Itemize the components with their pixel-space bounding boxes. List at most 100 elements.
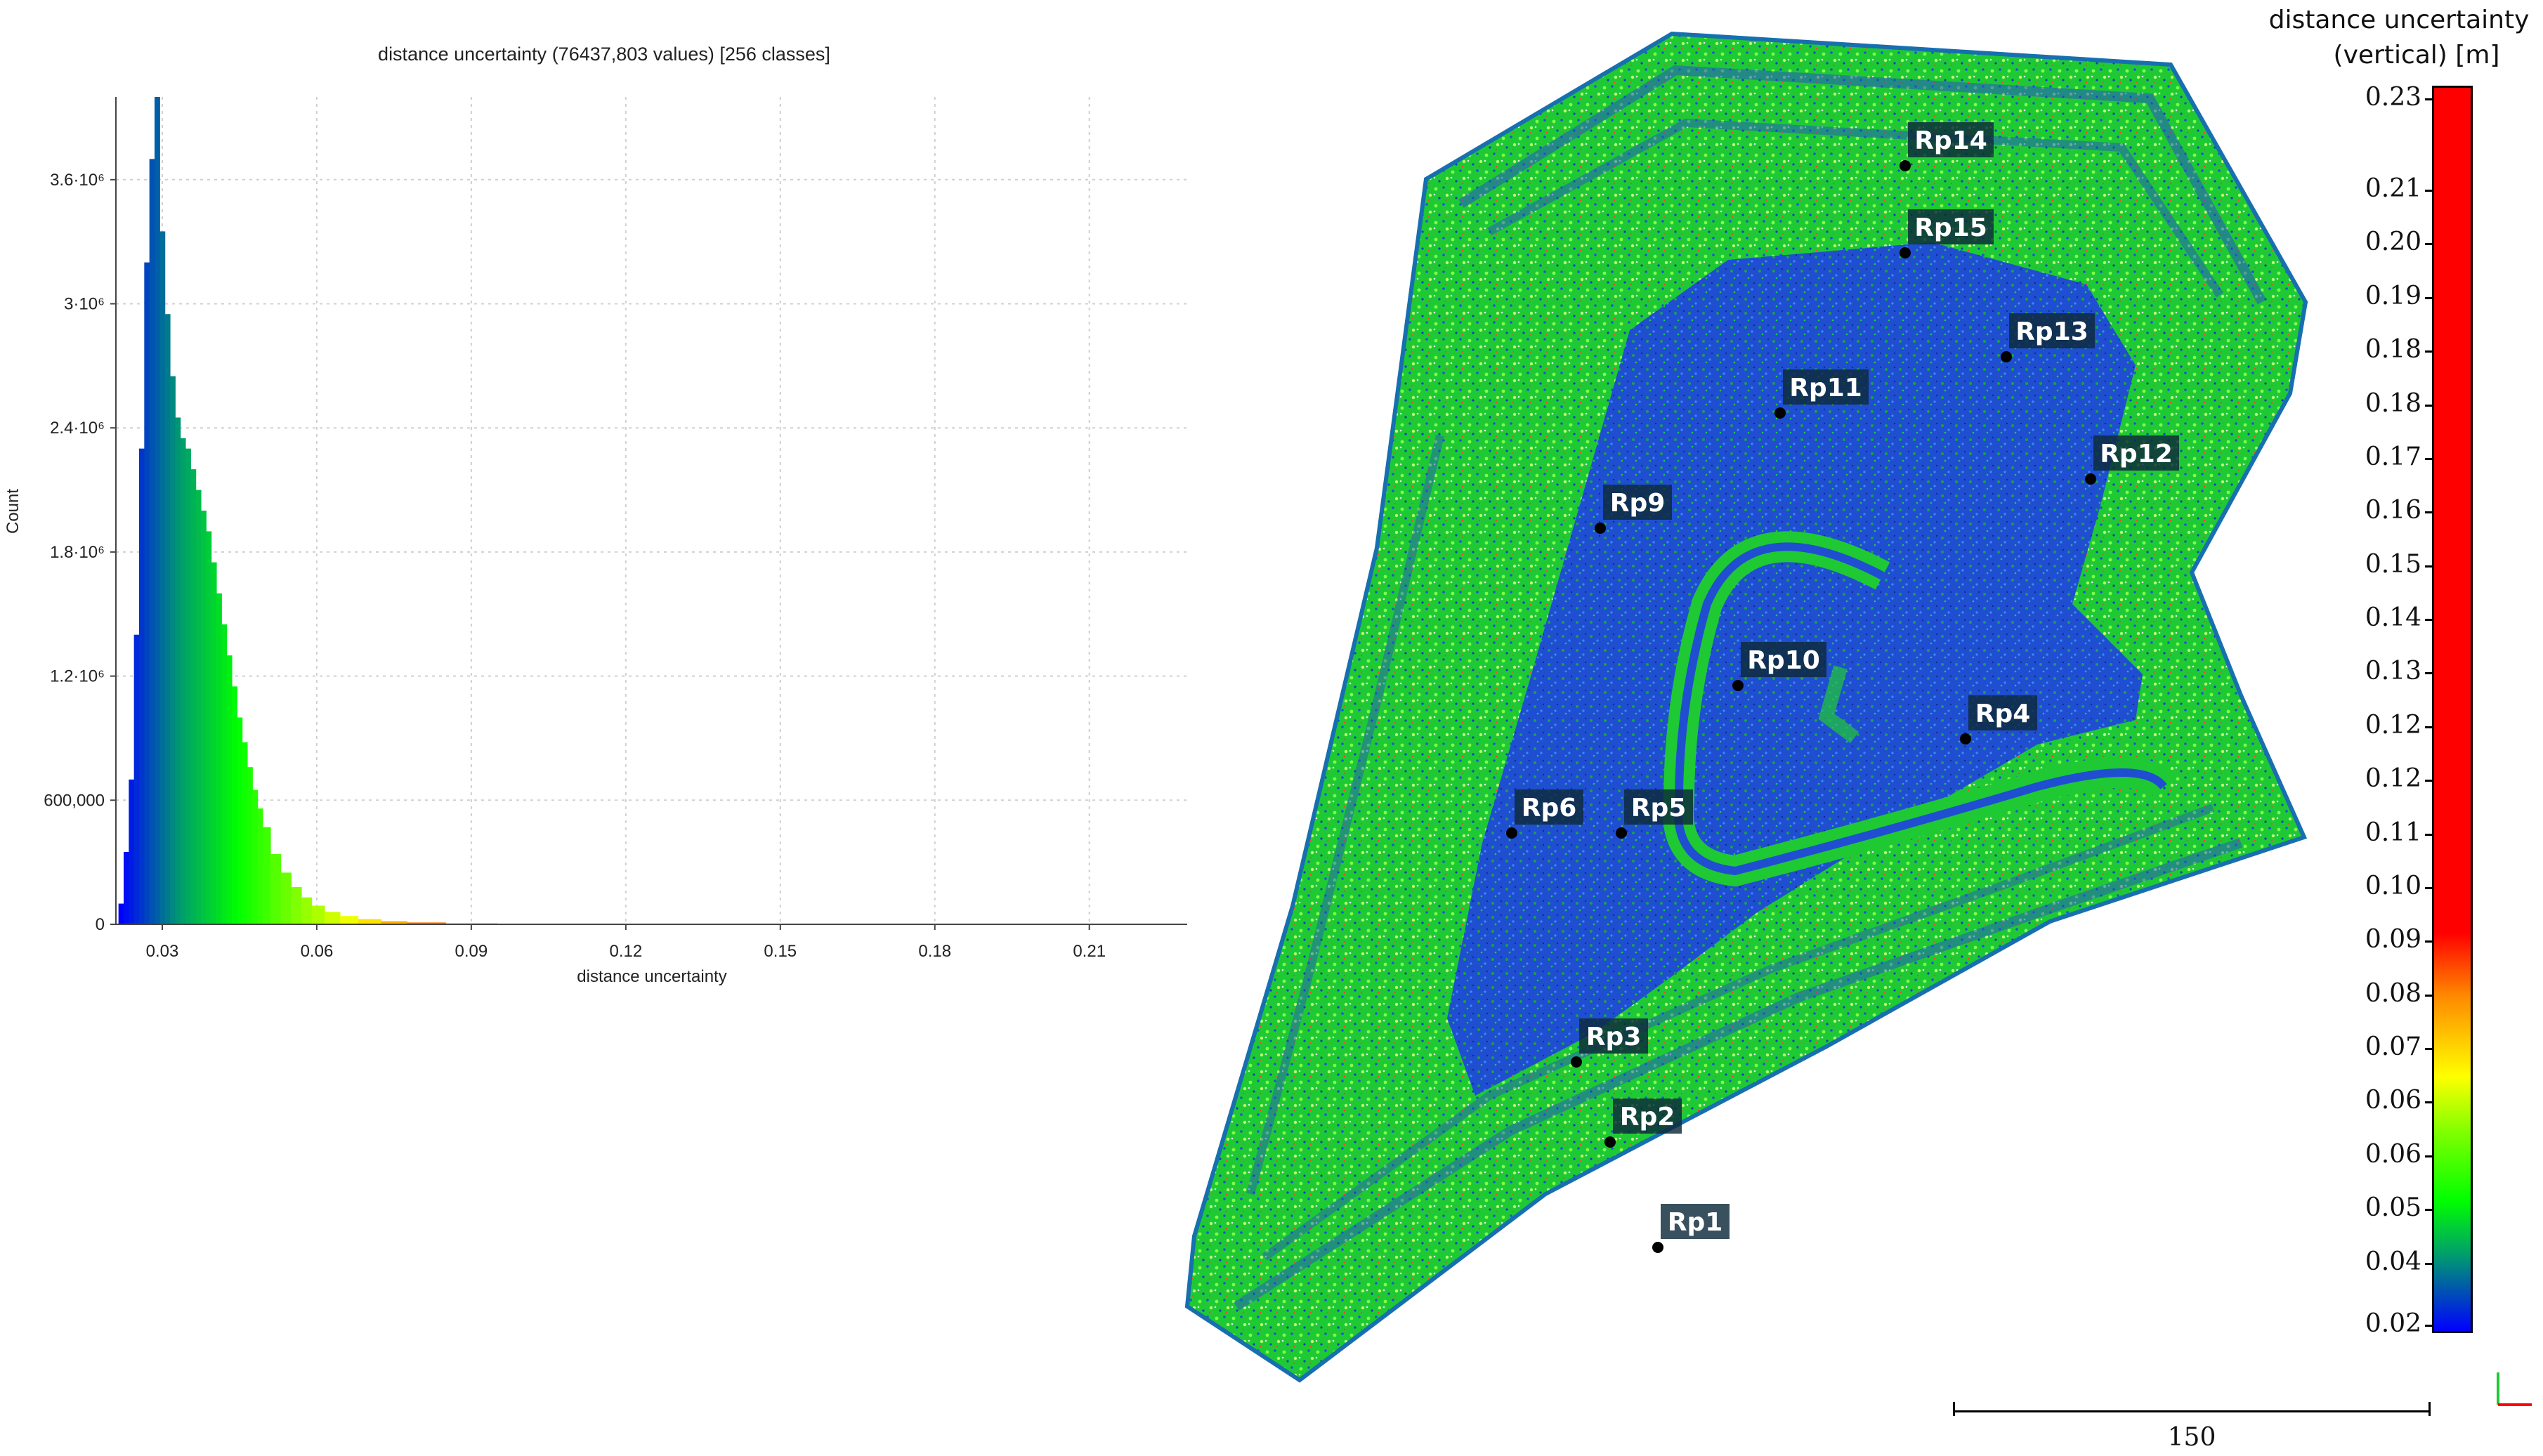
histogram-bar [175,417,181,924]
histogram-bar [291,886,302,924]
reference-point-rp14[interactable]: Rp14 [1900,122,1994,171]
reference-point-label-bg [2093,435,2179,471]
colorbar-tick-mark [2425,780,2432,782]
colorbar-tick-mark [2425,619,2432,622]
reference-point-label-bg [1968,695,2037,730]
terrace-line [1262,804,2215,1261]
axis-triad-icon [2497,1372,2532,1406]
reference-point-rp4[interactable]: Rp4 [1960,695,2037,745]
histogram-axes [115,97,1187,925]
reference-point-rp10[interactable]: Rp10 [1732,642,1826,691]
reference-point-dot [1960,733,1971,745]
histogram-bar [169,376,176,924]
histogram-bar [270,853,282,924]
histogram-bar [190,469,197,924]
reference-point-label: Rp11 [1789,374,1862,402]
terrace-line [1234,838,2243,1311]
reference-point-label-bg [1741,642,1826,677]
reference-point-label: Rp1 [1668,1208,1723,1237]
reference-point-dot [1900,160,1911,171]
reference-point-label-bg [1783,369,1869,405]
reference-point-label: Rp4 [1975,700,2031,728]
reference-point-dot [2001,351,2012,362]
reference-point-rp6[interactable]: Rp6 [1506,789,1583,839]
colorbar-tick-mark [2425,457,2432,460]
histogram-y-ticks: 0 600,000 1.2·10⁶ 1.8·10⁶ 2.4·10⁶ 3·10⁶ 3.6·10… [44,171,116,934]
reference-point-rp11[interactable]: Rp11 [1774,369,1869,419]
histogram-bar [159,231,166,924]
reference-point-rp1[interactable]: Rp1 [1652,1204,1730,1253]
colorbar-tick-label: 0.12 [2365,764,2421,794]
reference-point-label: Rp10 [1747,646,1820,675]
scale-bar-end [2428,1402,2431,1416]
reference-point-label: Rp15 [1914,214,1987,242]
y-tick-label: 1.8·10⁶ [50,543,105,562]
colorbar-title: distance uncertainty [2268,6,2530,34]
reference-point-rp15[interactable]: Rp15 [1900,209,1994,258]
colorbar-tick-mark [2425,1155,2432,1157]
colorbar-tick-mark [2425,1048,2432,1051]
colorbar-tick-mark [2425,1325,2432,1327]
histogram-bar [226,655,233,924]
histogram-grid [116,97,1187,924]
reference-point-rp13[interactable]: Rp13 [2001,313,2095,362]
histogram-bar [118,903,124,924]
reference-point-label-bg [1908,209,1994,244]
colorbar-tick-mark [2425,994,2432,997]
colorbar-tick-mark [2425,565,2432,568]
histogram-bar [216,593,222,924]
reference-point-label-bg [1515,789,1583,825]
reference-point-rp9[interactable]: Rp9 [1595,485,1672,534]
histogram-bar [123,851,129,924]
x-tick-label: 0.06 [301,942,334,961]
y-tick-label: 0 [96,915,105,934]
x-tick-label: 0.09 [455,942,488,961]
histogram-bar [324,912,341,924]
histogram-bar [206,531,212,924]
reference-point-label: Rp6 [1522,794,1577,822]
colorbar-tick-label: 0.02 [2365,1309,2421,1338]
colorbar-tick-mark [2425,1209,2432,1212]
colorbar-tick-label: 0.23 [2365,83,2421,112]
reference-point-rp12[interactable]: Rp12 [2085,435,2179,485]
terrace-line [1246,434,1444,1195]
histogram-bar [381,921,407,924]
histogram-bars [118,97,601,925]
histogram-bar [301,897,313,924]
reference-point-rp3[interactable]: Rp3 [1571,1018,1648,1068]
colorbar-tick-mark [2425,404,2432,407]
x-tick-label: 0.12 [609,942,642,961]
reference-point-dot [1571,1056,1582,1068]
colorbar-tick-mark [2425,726,2432,728]
colorbar-tick-mark [2425,296,2432,299]
histogram-bar [311,905,325,924]
x-tick-label: 0.18 [918,942,951,961]
histogram-bar [242,742,248,924]
reference-point-rp2[interactable]: Rp2 [1604,1098,1682,1148]
colorbar-tick-mark [2425,243,2432,246]
reference-point-dot [1506,827,1517,839]
terrace-line [1458,65,2267,305]
histogram-bar [247,767,253,924]
histogram-bar [257,808,263,924]
colorbar-tick-label: 0.18 [2365,335,2421,365]
histogram-bar [200,511,207,924]
colorbar-tick-label: 0.07 [2365,1032,2421,1062]
histogram-bar [407,922,446,924]
scale-bar [1953,1410,2431,1412]
reference-point-label-bg [1603,485,1672,520]
reference-point-rp5[interactable]: Rp5 [1616,789,1693,839]
colorbar-tick-label: 0.21 [2365,174,2421,203]
histogram-bar [339,916,359,924]
point-cloud-view[interactable]: Rp14 Rp15 Rp13 Rp11 Rp12 Rp9 Rp10 Rp4 Rp6 Rp5 Rp3 R… [1166,21,2332,1456]
colorbar-tick-label: 0.15 [2365,549,2421,579]
histogram-bar [164,314,171,925]
colorbar-tick-label: 0.16 [2365,496,2421,525]
colorbar-tick-mark [2425,1262,2432,1265]
colorbar-tick-label: 0.11 [2365,818,2421,847]
histogram-chart: distance uncertainty (76437,803 values) … [4,44,1187,986]
colorbar-tick-label: 0.10 [2365,871,2421,900]
reference-point-dot [1774,407,1786,419]
reference-point-label: Rp5 [1631,794,1687,822]
colorbar-tick-mark [2425,940,2432,943]
